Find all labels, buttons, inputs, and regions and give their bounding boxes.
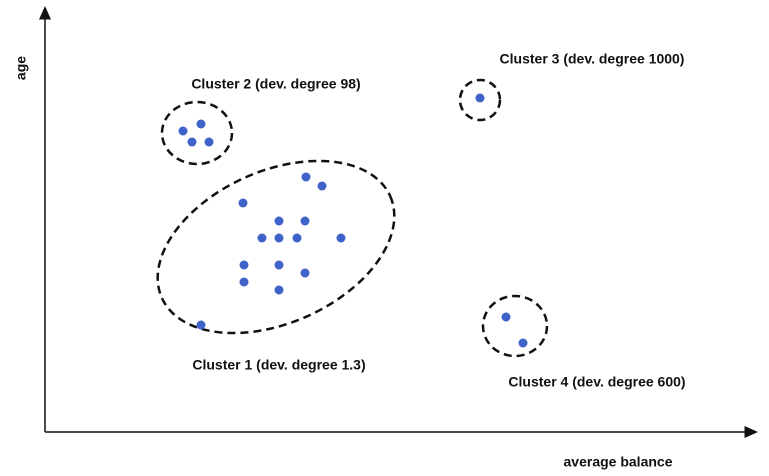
point: [196, 119, 206, 129]
cluster-label: Cluster 2 (dev. degree 98): [191, 76, 360, 92]
x-axis-label: average balance: [564, 454, 673, 470]
points: [196, 172, 346, 330]
point: [274, 260, 284, 270]
points: [501, 312, 528, 348]
cluster-label: Cluster 1 (dev. degree 1.3): [192, 357, 365, 373]
points: [178, 119, 214, 147]
cluster-label: Cluster 4 (dev. degree 600): [508, 374, 685, 390]
point: [317, 181, 327, 191]
cluster-label: Cluster 3 (dev. degree 1000): [500, 51, 685, 67]
point: [336, 233, 346, 243]
point: [204, 137, 214, 147]
point: [274, 233, 284, 243]
point: [239, 277, 249, 287]
point: [239, 260, 249, 270]
cluster-outline: [160, 100, 234, 166]
cluster-4: Cluster 4 (dev. degree 600): [481, 294, 686, 390]
point: [196, 320, 206, 330]
cluster-2: Cluster 2 (dev. degree 98): [160, 76, 361, 166]
point: [300, 216, 310, 226]
point: [274, 216, 284, 226]
cluster-3: Cluster 3 (dev. degree 1000): [458, 51, 685, 122]
cluster-1: Cluster 1 (dev. degree 1.3): [156, 159, 396, 373]
point: [238, 198, 248, 208]
cluster-outline: [156, 159, 396, 335]
point: [301, 172, 311, 182]
point: [518, 338, 528, 348]
y-axis-label: age: [13, 56, 29, 80]
point: [300, 268, 310, 278]
point: [501, 312, 511, 322]
point: [475, 93, 485, 103]
cluster-outline: [481, 294, 549, 358]
point: [292, 233, 302, 243]
cluster-outline: [458, 78, 502, 122]
point: [178, 126, 188, 136]
point: [257, 233, 267, 243]
point: [187, 137, 197, 147]
point: [274, 285, 284, 295]
